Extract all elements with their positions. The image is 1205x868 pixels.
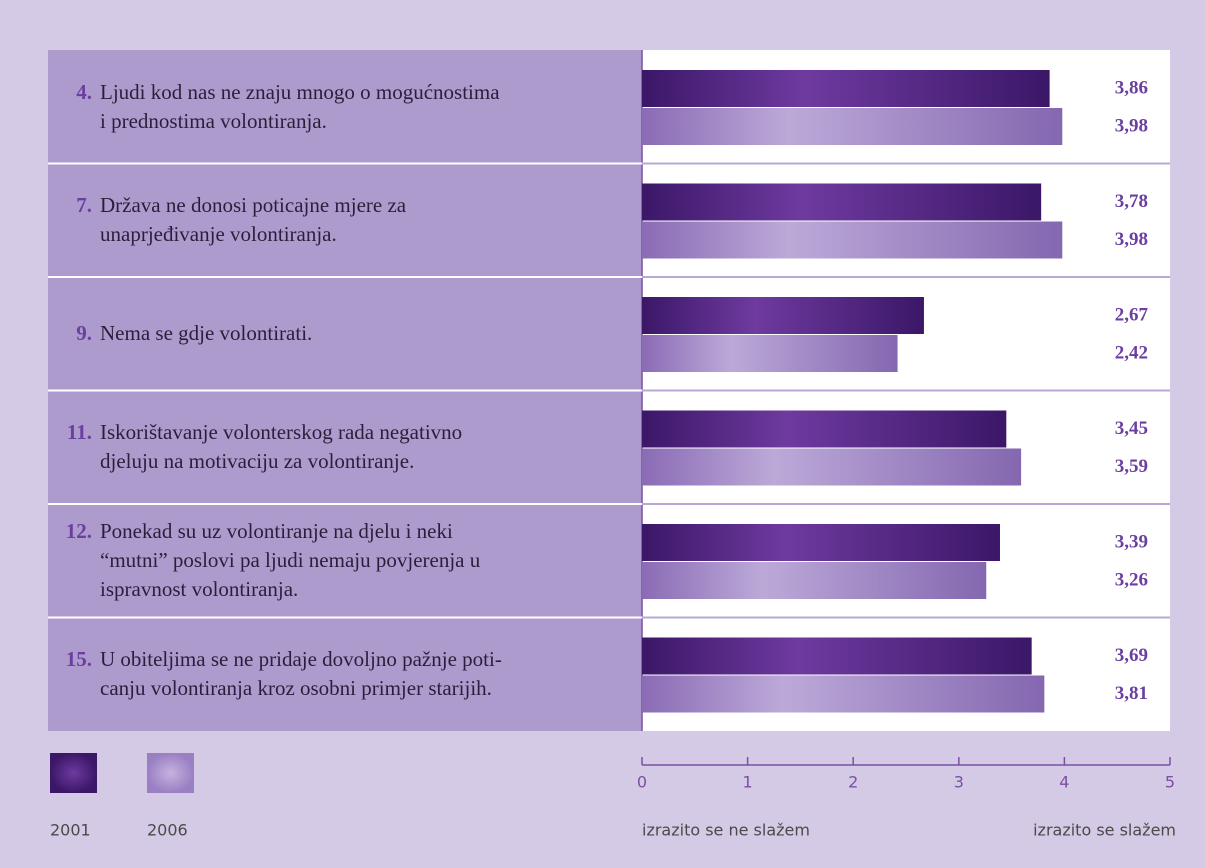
value-label: 3,78 [1115,191,1148,212]
category-label: Ljudi kod nas ne znaju mnogo o mogućnost… [100,79,500,133]
bar [642,183,1042,221]
category-label: U obiteljima se ne pridaje dovoljno pažn… [100,647,502,701]
bar [642,335,898,372]
axis-label-right: izrazito se slažem [1033,821,1176,840]
value-label: 2,42 [1115,342,1148,363]
legend-label: 2001 [50,821,91,840]
value-label: 3,86 [1115,77,1148,98]
row-label: 12. Ponekad su uz volontiranje na djelu i… [62,517,632,604]
x-tick-label: 4 [1059,773,1069,792]
bar [642,524,1000,561]
bar [642,675,1045,713]
item-number: 11. [66,420,92,445]
item-number: 9. [76,321,92,346]
category-label: Iskorištavanje volonterskog rada negativ… [100,420,463,474]
item-number: 4. [76,79,92,104]
category-label: Ponekad su uz volontiranje na djelu i ne… [100,519,481,602]
x-tick-label: 1 [743,773,753,792]
item-number: 12. [65,519,92,544]
bar [642,70,1050,107]
row-label: 9. Nema se gdje volontirati. [62,319,632,348]
bar [642,221,1063,259]
value-label: 3,59 [1115,456,1148,477]
category-label: Nema se gdje volontirati. [100,321,313,346]
value-label: 3,45 [1115,418,1148,439]
item-number: 7. [76,193,92,218]
value-label: 3,39 [1115,531,1148,552]
bar [642,410,1007,448]
value-label: 3,69 [1115,645,1148,666]
bar [642,108,1063,145]
item-number: 15. [65,647,92,672]
x-tick-label: 5 [1165,773,1175,792]
axis-label-left: izrazito se ne slažem [642,821,810,840]
bar [642,297,924,334]
value-label: 3,98 [1115,229,1148,250]
row-label: 4. Ljudi kod nas ne znaju mnogo o mogućno… [62,78,632,136]
row-label: 7. Država ne donosi poticajne mjere za un… [62,191,632,249]
value-label: 2,67 [1115,304,1149,325]
category-label: Država ne donosi poticajne mjere za unap… [100,193,407,247]
legend-swatch [50,753,97,793]
value-label: 3,81 [1115,683,1148,704]
value-label: 3,98 [1115,115,1148,136]
bar [642,448,1022,486]
value-label: 3,26 [1115,569,1148,590]
row-label: 15. U obiteljima se ne pridaje dovoljno p… [62,645,632,703]
legend-label: 2006 [147,821,188,840]
x-tick-label: 0 [637,773,647,792]
row-label: 11. Iskorištavanje volonterskog rada nega… [62,418,632,476]
bar [642,637,1032,675]
legend-swatch [147,753,194,793]
x-tick-label: 3 [954,773,964,792]
bar [642,562,987,599]
x-tick-label: 2 [848,773,858,792]
